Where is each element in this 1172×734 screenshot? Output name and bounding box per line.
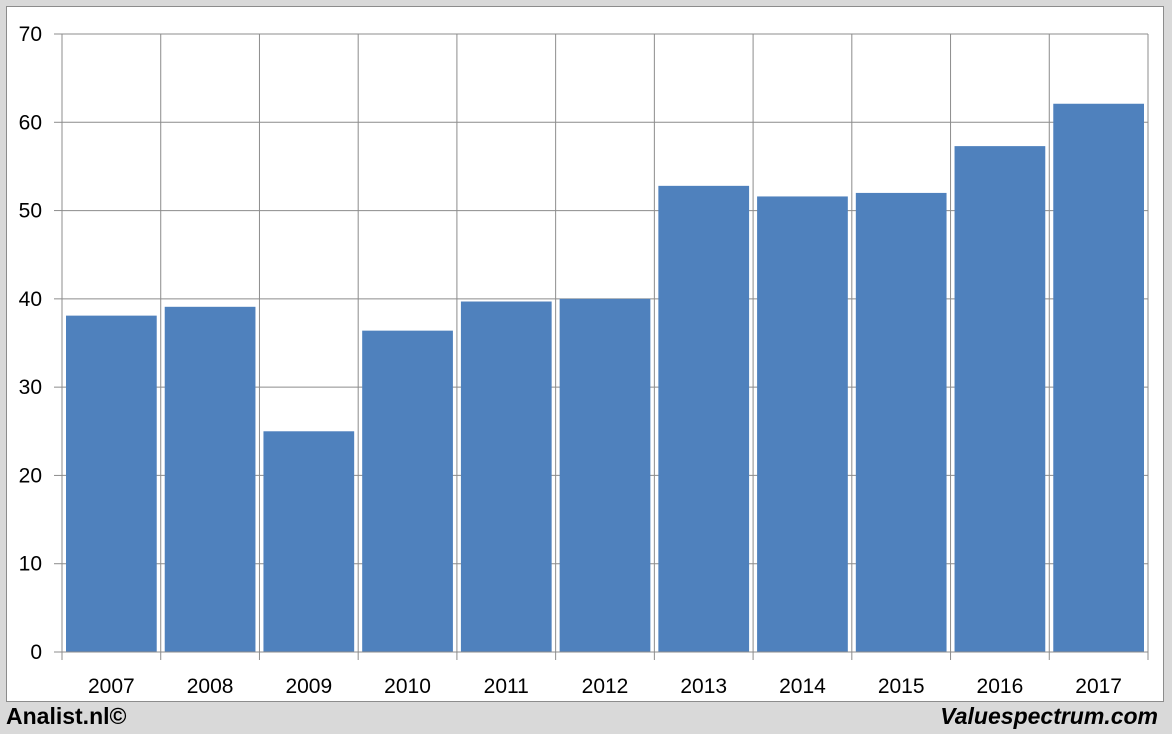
x-tick-label: 2010	[384, 675, 431, 698]
bar	[263, 431, 355, 652]
x-tick-label: 2013	[680, 675, 727, 698]
y-tick-label: 40	[19, 288, 42, 311]
x-tick-label: 2007	[88, 675, 135, 698]
bars	[66, 103, 1144, 652]
y-tick-label: 50	[19, 200, 42, 223]
bar	[66, 315, 157, 652]
x-tick-labels: 2007 2008 2009 2010 2011 2012 2013 2014 2015 2016…	[88, 675, 1122, 698]
x-tick-label: 2017	[1075, 675, 1122, 698]
bar	[658, 185, 750, 652]
y-tick-labels: 0 10 20 30 40 50 60 70	[19, 23, 42, 664]
bar	[164, 306, 256, 652]
footer-source-left: Analist.nl©	[6, 703, 127, 729]
x-tick-label: 2016	[977, 675, 1024, 698]
y-tick-label: 70	[19, 23, 42, 46]
y-tick-label: 60	[19, 111, 42, 134]
bar	[559, 298, 651, 652]
x-tick-label: 2009	[285, 675, 332, 698]
y-tick-label: 10	[19, 553, 42, 576]
bar	[954, 146, 1046, 652]
y-tick-label: 20	[19, 464, 42, 487]
bar	[460, 301, 552, 652]
axes	[54, 33, 1149, 660]
bar	[757, 196, 848, 652]
x-tick-label: 2012	[582, 675, 629, 698]
bar	[362, 330, 453, 652]
bar	[1053, 103, 1144, 652]
bar-chart: 0 10 20 30 40 50 60 70 2007 2008 2009 2010 2011 2012…	[19, 23, 1149, 698]
x-tick-label: 2008	[187, 675, 234, 698]
x-tick-label: 2015	[878, 675, 925, 698]
x-tick-label: 2011	[484, 675, 529, 698]
bar	[855, 192, 947, 652]
y-tick-label: 0	[30, 641, 42, 664]
y-tick-label: 30	[19, 376, 42, 399]
x-tick-label: 2014	[779, 675, 826, 698]
footer-source-right: Valuespectrum.com	[940, 703, 1158, 729]
